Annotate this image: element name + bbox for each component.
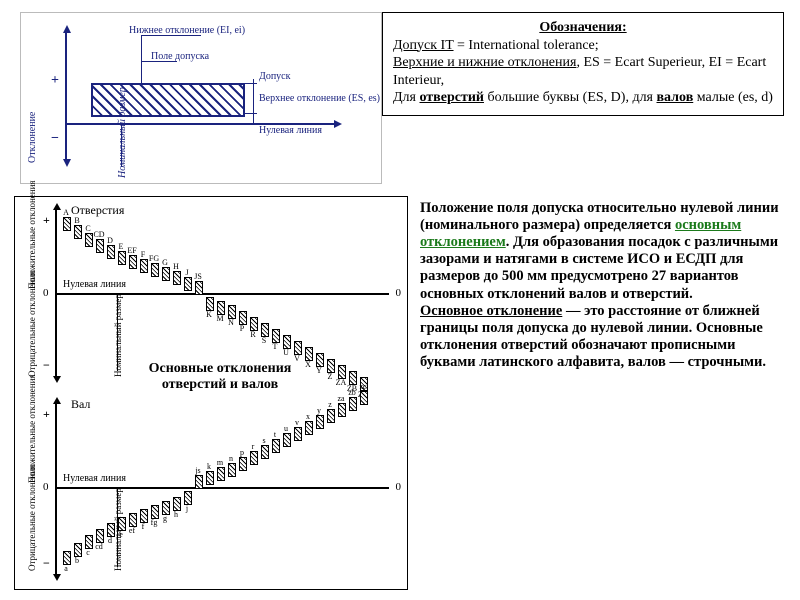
deviation-axis	[65, 31, 67, 161]
deviation-bar	[338, 403, 346, 417]
deviation-bar	[206, 471, 214, 485]
deviation-bar	[228, 463, 236, 477]
label-upper-dev: Верхнее отклонение (ES, es)	[259, 93, 380, 104]
legend-txt: Для	[393, 90, 419, 105]
deviation-bar	[327, 359, 335, 373]
leader-line	[243, 113, 257, 114]
deviation-bar-label: b	[70, 556, 84, 565]
dim-line	[141, 35, 142, 83]
label-lower-dev: Нижнее отклонение (EI, ei)	[129, 25, 245, 36]
legend-line-holes-shafts: Для отверстий большие буквы (ES, D), для…	[393, 89, 773, 107]
deviation-bar	[294, 341, 302, 355]
legend-box: Обозначения: Допуск IT = International t…	[382, 12, 784, 116]
label-deviation: Отклонение	[27, 112, 38, 163]
deviation-bar	[261, 445, 269, 459]
deviation-bar-label: JS	[191, 272, 205, 281]
label-neg-dev: Отрицательные отклонения	[27, 465, 37, 571]
deviation-bar	[294, 427, 302, 441]
deviation-bar	[184, 491, 192, 505]
deviation-bar	[360, 391, 368, 405]
zero-left: 0	[43, 287, 49, 299]
zero-left: 0	[43, 481, 49, 493]
legend-title: Обозначения:	[393, 19, 773, 37]
deviation-bar	[305, 347, 313, 361]
deviation-bar	[338, 365, 346, 379]
axis-plus: +	[51, 73, 59, 89]
shafts-panel: Вал + − Положительные отклонения Отрицат…	[15, 395, 407, 583]
shafts-series: abccddeefffgghjjskmnprstuvxyzzazbzc	[63, 405, 383, 573]
deviation-bar	[272, 439, 280, 453]
label-tolerance: Допуск	[259, 71, 290, 82]
deviation-bar-label: zc	[356, 382, 370, 391]
label-nominal: Номинальный размер	[117, 87, 128, 178]
axis-minus: −	[51, 131, 59, 147]
deviation-bar-label: j	[180, 504, 194, 513]
legend-it-def: = International tolerance;	[454, 38, 599, 53]
deviation-bar	[217, 467, 225, 481]
deviation-bar	[228, 305, 236, 319]
deviation-bar	[283, 433, 291, 447]
tolerance-diagram: + − Нижнее отклонение (EI, ei) Поле допу…	[20, 12, 382, 184]
chart-caption: Основные отклонения отверстий и валов	[135, 361, 305, 393]
axis-plus: +	[43, 407, 50, 422]
axis-v	[55, 403, 57, 575]
axis-minus: −	[43, 358, 50, 373]
deviation-bar	[250, 451, 258, 465]
slide: + − Нижнее отклонение (EI, ei) Поле допу…	[0, 0, 800, 600]
label-neg-dev: Отрицательные отклонения	[27, 271, 37, 377]
deviation-bar	[239, 457, 247, 471]
deviation-bar	[195, 281, 203, 295]
deviation-bar	[283, 335, 291, 349]
legend-shafts: валов	[657, 90, 694, 105]
legend-txt: большие буквы (ES, D), для	[484, 90, 657, 105]
label-tol-field: Поле допуска	[151, 51, 209, 62]
legend-line-dev: Верхние и нижние отклонения, ES = Ecart …	[393, 54, 773, 89]
zero-right: 0	[396, 287, 402, 299]
underline-main-deviation: Основное отклонение	[420, 303, 562, 319]
legend-holes: отверстий	[419, 90, 483, 105]
legend-it: Допуск IT	[393, 38, 454, 53]
deviation-bar	[316, 415, 324, 429]
deviation-bar-label: a	[59, 564, 73, 573]
legend-dev: Верхние и нижние отклонения	[393, 55, 576, 70]
deviations-chart: Отверстия + − Положительные отклонения О…	[14, 196, 408, 590]
label-zero-line: Нулевая линия	[259, 125, 322, 136]
holes-panel: Отверстия + − Положительные отклонения О…	[15, 201, 407, 385]
deviation-bar	[206, 297, 214, 311]
paragraph-1: Положение поля допуска относительно нуле…	[420, 200, 784, 303]
deviation-bar	[250, 317, 258, 331]
legend-line-it: Допуск IT = International tolerance;	[393, 37, 773, 55]
deviation-bar	[349, 397, 357, 411]
zero-right: 0	[396, 481, 402, 493]
deviation-bar	[239, 311, 247, 325]
paragraph-2: Основное отклонение — это расстояние от …	[420, 303, 784, 371]
leader-line	[243, 83, 257, 84]
dim-line	[253, 79, 254, 123]
legend-txt: малые (es, d)	[693, 90, 773, 105]
deviation-bar	[195, 475, 203, 489]
axis-minus: −	[43, 556, 50, 571]
deviation-bar	[272, 329, 280, 343]
deviation-bar	[261, 323, 269, 337]
tolerance-field	[91, 83, 245, 117]
deviation-bar	[305, 421, 313, 435]
deviation-bar	[217, 301, 225, 315]
deviation-bar	[327, 409, 335, 423]
deviation-bar	[316, 353, 324, 367]
holes-series: ABCCDDEEFFFGGHJJSKMNPRSTUVXYZZAZBZC	[63, 211, 383, 375]
axis-plus: +	[43, 213, 50, 228]
body-text: Положение поля допуска относительно нуле…	[420, 200, 784, 371]
